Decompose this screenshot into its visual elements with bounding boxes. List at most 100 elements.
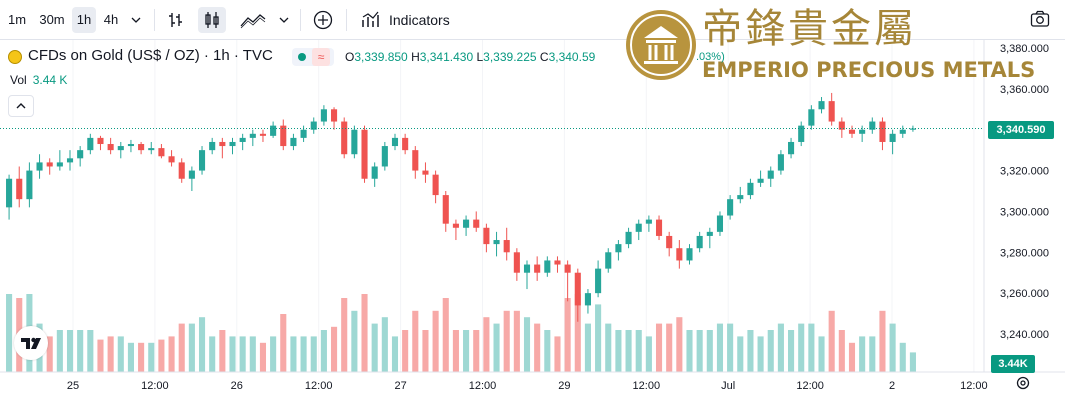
last-price-tag: 3,340.590 [988,121,1054,139]
volume-bar [635,330,642,372]
candle-body [574,272,581,306]
volume-bar [767,330,774,372]
volume-bar [859,336,866,372]
candle-body [249,133,256,138]
candles-chart-type-button[interactable] [198,7,226,33]
candle-body [331,109,338,122]
volume-bar [56,330,63,372]
chart-settings-button[interactable] [1015,375,1031,396]
volume-bar [757,336,764,372]
candle-body [300,129,307,138]
volume-bar [138,342,145,372]
candle-body [798,125,805,142]
candle-body [219,141,226,147]
screenshot-button[interactable] [1030,10,1050,33]
bar-chart-type-button[interactable] [162,7,190,33]
x-tick-label: 12:00 [796,380,824,392]
volume-bar [716,323,724,372]
x-tick-label: Jul [721,380,735,392]
candle-body [889,133,896,142]
candle-body [107,144,114,151]
candle-body [635,223,642,232]
volume-bar [645,336,652,372]
candle-body [859,129,866,134]
candle-body [97,137,104,145]
indicators-label[interactable]: Indicators [389,12,450,28]
candle-body [6,178,13,208]
volume-bar [909,352,916,372]
candle-body [178,162,185,179]
candle-body [259,133,267,136]
volume-bar [77,330,84,372]
volume-bar [331,326,338,372]
candle-body [503,240,510,253]
volume-bar [452,330,459,372]
volume-bar [198,317,206,372]
open-value: 3,339.850 [354,50,408,64]
volume-bar [706,330,713,372]
volume-bar [737,336,744,372]
tradingview-icon [21,337,41,349]
volume-bar [188,323,195,372]
candle-body [848,129,856,134]
candle-body [422,170,429,175]
candle-body [828,101,835,122]
tradingview-logo[interactable] [14,326,48,360]
candle-body [523,264,531,273]
low-value: 3,339.225 [483,50,537,64]
candle-body [117,146,124,151]
chart-type-dropdown-button[interactable] [276,7,292,33]
interval-1h-button[interactable]: 1h [72,7,96,33]
chevron-down-icon [279,17,289,23]
candle-body [615,244,622,253]
candle-body [270,125,277,136]
symbol-title[interactable]: CFDs on Gold (US$ / OZ) · 1h · TVC [28,47,273,64]
x-tick-label: 27 [394,380,406,392]
collapse-legend-button[interactable] [8,95,34,117]
x-tick-label: 26 [231,380,243,392]
volume-bar [209,336,216,372]
candle-body [148,148,155,151]
candle-body [676,248,683,261]
candle-body [239,137,246,142]
interval-dropdown-button[interactable] [126,7,146,33]
volume-legend: Vol 3.44 K [10,72,67,88]
compare-symbol-button[interactable] [310,7,336,33]
volume-bar [595,304,602,372]
candle-body [442,195,449,224]
x-tick-label: 12:00 [305,380,333,392]
bars-icon [169,13,182,27]
candle-body [290,137,297,147]
candle-body [747,182,754,196]
interval-30m-button[interactable]: 30m [39,12,65,27]
volume-bar [320,330,327,372]
volume-bar [280,314,287,372]
volume-bar [666,323,673,372]
candle-body [412,150,419,171]
candle-body [310,121,317,130]
candle-body [909,128,916,130]
chevron-up-icon [16,103,26,109]
candle-body [818,101,825,110]
volume-bar [899,342,906,372]
area-chart-type-button[interactable] [236,7,270,33]
interval-1m-button[interactable]: 1m [7,12,27,27]
x-tick-label: 25 [67,380,79,392]
volume-label: Vol [10,73,27,87]
volume-bar [696,330,703,372]
candle-body [869,121,876,130]
gear-icon [1016,376,1030,390]
y-tick-label: 3,360.000 [1000,84,1049,96]
volume-bar [66,330,74,372]
interval-4h-button[interactable]: 4h [103,12,119,27]
volume-bar [605,323,612,372]
candle-body [727,199,734,216]
market-status-pill[interactable]: ≈ [292,48,334,66]
volume-bar [655,323,663,372]
candle-body [463,219,470,228]
low-label: L [476,50,484,64]
indicators-button[interactable] [358,7,384,33]
volume-bar [513,310,520,372]
y-tick-label: 3,280.000 [1000,247,1049,259]
